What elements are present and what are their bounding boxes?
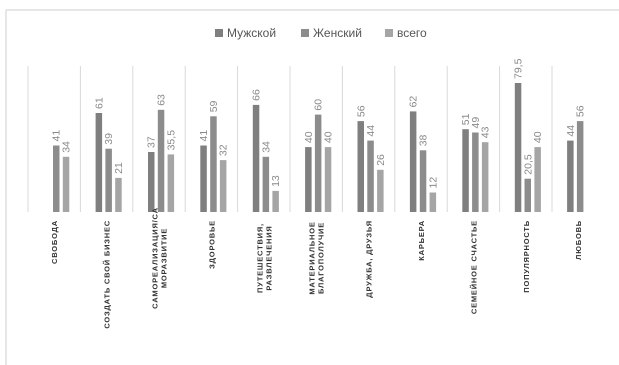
bar-1-9 [462, 129, 469, 212]
bars [53, 83, 584, 212]
legend-label: Женский [313, 26, 362, 40]
data-label: 56 [575, 105, 587, 117]
category-label: ПОПУЛЯРНОСТЬ [522, 220, 531, 293]
bar-3-5 [272, 190, 279, 212]
bar-2-11 [576, 121, 584, 212]
legend-item-3: всего [385, 26, 427, 40]
bar-2-3 [157, 109, 165, 212]
legend-swatch [385, 29, 393, 37]
bar-2-4 [210, 116, 217, 212]
data-label: 35,5 [165, 130, 177, 151]
data-label: 34 [260, 141, 272, 153]
bar-2-6 [314, 114, 322, 212]
data-label: 51 [460, 113, 472, 125]
data-label: 59 [208, 100, 220, 112]
data-label: 40 [323, 131, 335, 143]
bar-1-7 [357, 121, 364, 212]
legend-label: Мужской [227, 26, 276, 40]
category-label: ДРУЖБА, ДРУЗЬЯ [365, 220, 374, 298]
bar-3-9 [481, 142, 489, 212]
bar-3-1 [62, 156, 70, 212]
legend-item-1: Мужской [215, 26, 276, 40]
bar-1-10 [514, 83, 522, 212]
bar-2-8 [419, 150, 427, 212]
data-label: 21 [113, 162, 125, 174]
category-separators [27, 66, 553, 212]
bar-2-5 [262, 156, 270, 212]
data-label: 12 [427, 177, 439, 189]
category-label: ПУТЕШЕСТВИЯ,РАЗВЛЕЧЕНИЯ [255, 223, 273, 293]
data-label: 20,5 [522, 154, 534, 175]
category-label: САМОРЕАЛИЗАЦИЯ/САМОРАЗВИТИЕ [151, 207, 169, 309]
category-label: СВОБОДА [50, 220, 59, 264]
data-label: 13 [270, 175, 282, 187]
data-label: 41 [198, 130, 210, 142]
bar-1-3 [148, 152, 155, 212]
data-label: 40 [303, 131, 315, 143]
bar-2-10 [524, 178, 531, 212]
data-label: 41 [51, 130, 63, 142]
data-label: 43 [480, 126, 492, 138]
data-label: 37 [146, 136, 158, 148]
category-label: ЛЮБОВЬ [574, 220, 583, 260]
category-label: МАТЕРИАЛЬНОЕБЛАГОПОЛУЧИЕ [308, 221, 326, 294]
category-label: КАРЬЕРА [417, 220, 426, 261]
bar-2-2 [105, 148, 112, 212]
bar-2-1 [53, 145, 60, 212]
bar-1-8 [409, 111, 417, 212]
data-label: 60 [313, 99, 325, 111]
bar-1-2 [95, 113, 103, 212]
legend-label: всего [397, 26, 427, 40]
data-label: 49 [470, 117, 482, 129]
data-label: 79,5 [513, 58, 525, 79]
bar-3-2 [115, 177, 122, 212]
data-label: 32 [218, 144, 230, 156]
bar-3-3 [167, 154, 175, 212]
data-label: 44 [565, 125, 577, 137]
category-label: ЗДОРОВЬЕ [207, 220, 216, 269]
data-label: 40 [532, 131, 544, 143]
bar-1-11 [567, 140, 574, 212]
bar-1-5 [252, 104, 260, 212]
data-label: 63 [156, 94, 168, 106]
data-label: 56 [355, 105, 367, 117]
legend-swatch [301, 29, 309, 37]
data-label: 39 [103, 133, 115, 145]
data-label: 26 [375, 154, 387, 166]
chart-frame [5, 9, 619, 365]
data-label: 38 [418, 134, 430, 146]
data-label: 34 [61, 141, 73, 153]
bar-1-4 [200, 145, 207, 212]
bar-1-6 [305, 147, 312, 212]
category-label: СОЗДАТЬ СВОЙ БИЗНЕС [103, 220, 112, 329]
bar-3-7 [377, 169, 384, 212]
bar-3-4 [219, 160, 227, 212]
category-labels: СВОБОДА СОЗДАТЬ СВОЙ БИЗНЕС САМОРЕАЛИЗАЦИЯ… [50, 207, 583, 328]
legend: Мужской Женский всего [215, 26, 427, 40]
data-label: 61 [93, 97, 105, 109]
data-label: 44 [365, 125, 377, 137]
bar-3-6 [324, 147, 332, 212]
legend-item-2: Женский [301, 26, 362, 40]
data-label: 62 [408, 96, 420, 108]
bar-2-7 [367, 140, 374, 212]
legend-swatch [215, 29, 223, 37]
bar-2-9 [472, 132, 479, 212]
category-label: СЕМЕЙНОЕ СЧАСТЬЕ [469, 220, 478, 314]
data-label: 66 [251, 89, 263, 101]
bar-3-8 [429, 192, 437, 212]
bar-3-10 [534, 147, 541, 212]
